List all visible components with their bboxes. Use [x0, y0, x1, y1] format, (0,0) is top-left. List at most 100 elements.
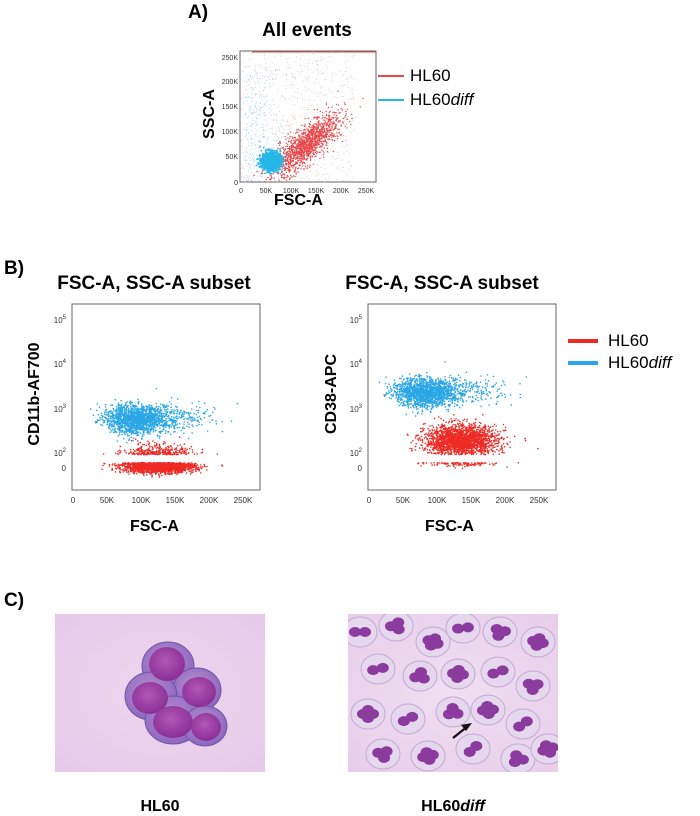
point-hl60	[309, 157, 310, 158]
point-hl60	[297, 88, 298, 89]
point-hl60	[317, 60, 318, 61]
point-hl60diff	[292, 96, 293, 97]
point-hl60diff	[130, 437, 132, 439]
point-hl60diff	[170, 406, 172, 408]
point-hl60diff	[245, 159, 246, 160]
point-hl60	[265, 63, 266, 64]
point-hl60	[319, 82, 320, 83]
point-hl60diff	[109, 420, 111, 422]
point-hl60diff	[265, 115, 266, 116]
point-hl60	[251, 53, 252, 54]
point-hl60	[299, 130, 300, 131]
point-hl60	[296, 173, 297, 174]
point-hl60diff	[174, 410, 176, 412]
point-hl60diff	[177, 423, 179, 425]
point-hl60diff	[269, 180, 270, 181]
point-hl60diff	[167, 408, 169, 410]
point-hl60diff	[165, 415, 167, 417]
point-hl60	[294, 157, 295, 158]
point-hl60	[297, 157, 298, 158]
point-hl60	[331, 117, 332, 118]
point-hl60diff	[244, 86, 245, 87]
point-hl60diff	[256, 118, 257, 119]
point-hl60diff	[135, 408, 137, 410]
point-hl60	[310, 160, 311, 161]
point-hl60diff	[284, 133, 285, 134]
point-hl60	[337, 152, 338, 153]
point-hl60	[308, 88, 309, 89]
point-hl60	[248, 85, 249, 86]
point-hl60	[318, 93, 319, 94]
point-hl60diff	[288, 156, 289, 157]
point-hl60	[299, 156, 300, 157]
point-hl60	[263, 114, 264, 115]
point-hl60diff	[215, 420, 217, 422]
point-hl60	[297, 171, 298, 172]
point-hl60diff	[262, 76, 263, 77]
scatter-plot-all-events: 0 50K 100K 150K 200K 250K 0 50K 100K 150…	[222, 48, 382, 198]
point-hl60	[331, 137, 332, 138]
point-hl60	[288, 138, 289, 139]
point-hl60	[345, 115, 346, 116]
point-hl60diff	[292, 163, 293, 164]
point-hl60	[303, 147, 304, 148]
point-hl60diff	[255, 122, 256, 123]
point-hl60diff	[115, 399, 117, 401]
point-hl60diff	[263, 167, 265, 169]
point-hl60	[305, 132, 306, 133]
point-hl60	[345, 104, 346, 105]
point-hl60	[305, 87, 306, 88]
point-hl60	[269, 79, 270, 80]
point-hl60diff	[183, 421, 185, 423]
point-hl60diff	[270, 86, 271, 87]
point-hl60diff	[131, 425, 133, 427]
point-hl60	[283, 149, 284, 150]
point-hl60diff	[124, 426, 126, 428]
point-hl60diff	[271, 73, 272, 74]
point-hl60	[300, 137, 301, 138]
point-hl60diff	[163, 428, 165, 430]
point-hl60diff	[279, 69, 280, 70]
point-hl60diff	[273, 119, 274, 120]
point-hl60	[352, 177, 353, 178]
point-hl60diff	[112, 404, 114, 406]
legend-label: HL60	[410, 66, 451, 86]
point-hl60diff	[252, 112, 253, 113]
point-hl60diff	[255, 121, 256, 122]
point-hl60diff	[187, 422, 189, 424]
point-hl60	[283, 152, 284, 153]
point-hl60	[310, 157, 311, 158]
point-hl60diff	[149, 430, 151, 432]
point-hl60diff	[99, 420, 101, 422]
point-hl60diff	[274, 152, 276, 154]
point-hl60diff	[114, 432, 116, 434]
point-hl60diff	[274, 148, 275, 149]
point-hl60	[309, 149, 310, 150]
point-hl60	[319, 135, 320, 136]
point-hl60diff	[127, 435, 129, 437]
point-hl60diff	[265, 67, 266, 68]
point-hl60diff	[110, 412, 112, 414]
point-hl60	[291, 150, 292, 151]
point-hl60diff	[108, 414, 110, 416]
point-hl60	[289, 170, 290, 171]
point-hl60	[313, 100, 314, 101]
point-hl60	[287, 133, 288, 134]
point-hl60	[241, 98, 242, 99]
point-hl60	[290, 164, 291, 165]
point-hl60	[277, 70, 278, 71]
point-hl60	[309, 152, 310, 153]
point-hl60diff	[269, 176, 270, 177]
point-hl60	[299, 160, 300, 161]
point-hl60diff	[260, 150, 262, 152]
point-hl60	[309, 147, 310, 148]
point-hl60diff	[254, 70, 255, 71]
point-hl60diff	[273, 79, 274, 80]
point-hl60diff	[197, 412, 199, 414]
point-hl60diff	[205, 411, 207, 413]
point-hl60	[342, 110, 343, 111]
point-hl60diff	[257, 162, 259, 164]
point-hl60	[269, 86, 270, 87]
point-hl60diff	[173, 417, 175, 419]
point-hl60diff	[168, 405, 170, 407]
